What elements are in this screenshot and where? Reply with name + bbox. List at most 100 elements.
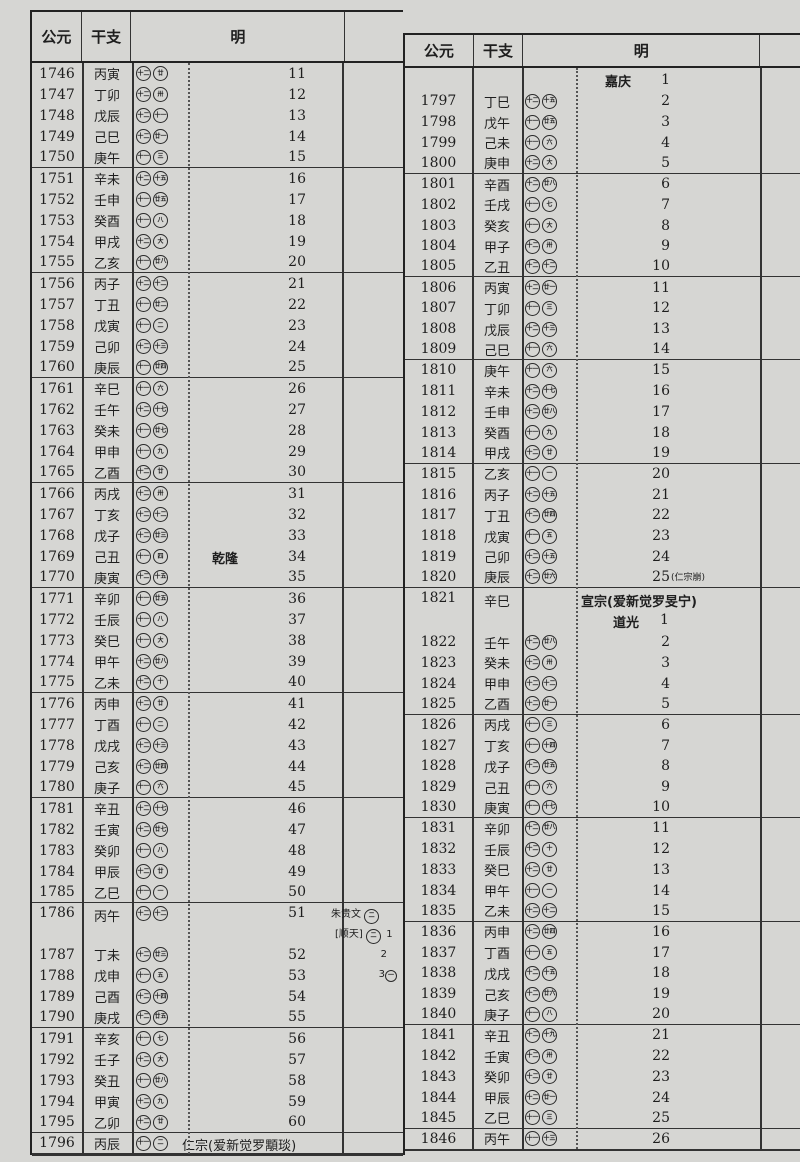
new-year-date-cell: 十一 廿八	[136, 1070, 170, 1091]
new-year-date-cell: 十一 廿七	[136, 420, 170, 441]
circled-number-icon: 廿七	[153, 423, 168, 438]
table-row: 1786 丙午 十二 十二 51	[32, 903, 403, 944]
table-row: 1765 乙酉 十二廿 30	[32, 462, 403, 483]
reign-year-number: 9	[661, 238, 670, 255]
table-bottom-border	[32, 1154, 403, 1156]
year-cell: 1800	[420, 154, 457, 171]
table-row: 1820 庚辰 十二 廿六 25 (仁宗崩)	[405, 567, 800, 588]
right-table-header: 公元 干支 明	[403, 33, 800, 68]
circled-number-icon: 十三	[542, 321, 557, 337]
ganzhi-cell: 甲寅	[93, 1096, 120, 1111]
circled-number-icon: 大	[542, 155, 557, 171]
year-cell: 1756	[39, 275, 75, 292]
circled-number-icon: 十一	[525, 1131, 540, 1147]
new-year-date-cell: 十一三	[136, 147, 170, 167]
table-row: 1818 戊寅 十一五 23	[405, 526, 800, 547]
year-cell: 1750	[39, 149, 75, 165]
table-row: 1830 庚寅 十一 十七 10	[405, 797, 800, 819]
circled-number-icon: 十一	[525, 779, 540, 795]
reign-year-number: 13	[288, 107, 306, 124]
new-year-date-cell: 十二卅	[136, 483, 170, 504]
circled-number-icon: 四	[153, 549, 168, 564]
ganzhi-cell: 壬寅	[93, 824, 120, 839]
table-row: 1788 戊申 十一五 53	[32, 965, 403, 986]
reign-year-number: 22	[652, 1048, 670, 1065]
reign-year-number: 10	[652, 799, 670, 816]
reign-year-number: 35	[288, 569, 306, 585]
rebel-year-3: 3	[378, 969, 385, 980]
circled-number-icon: 十二	[136, 654, 151, 669]
circled-number-icon: 二	[153, 318, 168, 333]
table-row: 1753 癸酉 十一八 18	[32, 210, 403, 231]
year-cell: 1841	[420, 1027, 457, 1044]
circled-number-icon: 二	[366, 928, 381, 944]
circled-number-icon: 十一	[525, 362, 540, 378]
ganzhi-cell: 辛巳	[93, 383, 120, 398]
ganzhi-cell: 庚寅	[483, 801, 510, 817]
year-cell: 1784	[39, 863, 75, 880]
circled-number-icon: 十二	[136, 759, 151, 774]
year-cell: 1823	[420, 654, 457, 671]
circled-number-icon: 十九	[542, 1027, 557, 1043]
ganzhi-cell: 辛卯	[93, 593, 120, 608]
header-ganzhi: 干支	[82, 12, 132, 61]
year-cell: 1801	[420, 176, 457, 193]
table-row: 1783 癸卯 十一八 48	[32, 840, 403, 861]
table-row: 1774 甲午 十二 廿八 39	[32, 651, 403, 672]
reign-year-number: 19	[652, 986, 670, 1003]
table-row: 1814 甲戌 十二廿 19	[405, 443, 800, 464]
circled-number-icon: 七	[153, 1031, 168, 1046]
reign-year-number: 51	[288, 905, 306, 921]
ganzhi-cell: 壬午	[93, 404, 120, 419]
year-cell: 1831	[420, 820, 457, 837]
circled-number-icon: 十五	[153, 171, 168, 186]
ganzhi-cell: 壬戌	[483, 199, 510, 215]
ganzhi-cell: 癸亥	[483, 220, 510, 236]
table-row: 1824 甲申 十二 十二 4	[405, 673, 800, 694]
rebel-name: 朱贵文	[331, 909, 361, 920]
ganzhi-cell: 壬午	[483, 636, 510, 652]
table-row: 1761 辛巳 十一六 26	[32, 378, 403, 399]
new-year-date-cell: 十二廿	[136, 1112, 170, 1132]
table-row: 1823 癸未 十二卅 3	[405, 653, 800, 674]
ganzhi-cell: 丙申	[93, 698, 120, 713]
circled-number-icon: 十三	[153, 738, 168, 753]
ganzhi-cell: 己丑	[93, 551, 120, 566]
circled-number-icon: 廿八	[542, 634, 557, 650]
new-year-date-cell: 十二廿	[136, 693, 170, 714]
circled-number-icon: 廿五	[542, 758, 557, 774]
ganzhi-cell: 戊寅	[483, 530, 510, 546]
year-cell: 1764	[39, 443, 75, 460]
new-year-date-cell: 十二 廿一	[525, 277, 559, 298]
table-row: 1805 乙丑 十二 十二 10	[405, 257, 800, 278]
table-row: 1784 甲辰 十二廿 49	[32, 861, 403, 882]
circled-number-icon: 二	[364, 908, 380, 924]
ganzhi-cell: 甲戌	[483, 447, 510, 463]
circled-number-icon: 十二	[136, 528, 151, 543]
table-row: 1825 乙酉 十二 廿一 5	[405, 694, 800, 715]
year-cell: 1778	[39, 737, 75, 754]
table-row: 1839 己亥 十二 廿六 19	[405, 984, 800, 1005]
emperor-name: 宣宗(爱新觉罗旻宁)	[581, 594, 697, 610]
reign-year-number: 32	[288, 506, 306, 523]
table-row: 1795 乙卯 十二廿 60	[32, 1112, 403, 1133]
reign-year-number: 14	[652, 882, 670, 899]
circled-number-icon: 十一	[136, 254, 151, 270]
ganzhi-cell: 辛卯	[483, 822, 510, 838]
table-row: 1751 辛未 十二 十五 16	[32, 168, 403, 189]
new-year-date-cell: 十二廿	[136, 63, 170, 84]
reign-year-number: 54	[288, 988, 306, 1005]
circled-number-icon: 十二	[525, 841, 540, 857]
ganzhi-cell: 丙午	[93, 910, 120, 925]
table-row: 1812 壬申 十二 廿八 17	[405, 402, 800, 423]
circled-number-icon: 廿八	[153, 1073, 168, 1088]
circled-number-icon: 十一	[136, 192, 151, 207]
reign-year-number: 21	[652, 1027, 670, 1044]
circled-number-icon: 二	[153, 717, 168, 732]
year-cell: 1770	[39, 569, 75, 585]
year-cell: 1803	[420, 217, 457, 234]
circled-number-icon: 廿五	[153, 591, 168, 606]
reign-year-number: 15	[652, 362, 670, 379]
circled-number-icon: 十二	[136, 738, 151, 753]
table-row: 1787 丁未 十二 廿三 52	[32, 944, 403, 965]
